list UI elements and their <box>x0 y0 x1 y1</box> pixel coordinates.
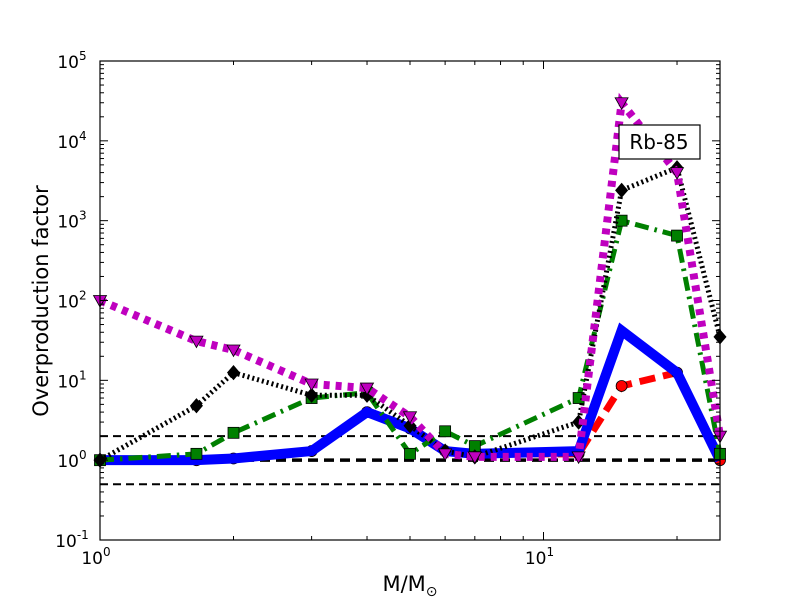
y-tick-label: 101 <box>57 368 86 392</box>
series-3-point-3 <box>305 387 319 403</box>
y-tick-label: 103 <box>57 209 86 233</box>
series-2-point-2 <box>227 426 240 439</box>
series-3-point-9 <box>615 182 629 198</box>
series-2-point-6 <box>439 425 452 438</box>
series-0-point-9 <box>615 380 628 392</box>
annotation-label: Rb-85 <box>629 130 688 154</box>
series-4-point-7 <box>467 451 482 465</box>
series-2-point-9 <box>615 214 628 227</box>
series-4-point-4 <box>359 382 375 396</box>
x-axis-label-sub: ⊙ <box>426 584 438 600</box>
axis-ticks <box>99 60 720 541</box>
series-4-point-10 <box>669 167 685 180</box>
x-tick-label: 101 <box>525 545 554 569</box>
y-tick-label: 105 <box>57 49 86 73</box>
y-tick-label: 10-1 <box>55 528 89 552</box>
series-2-point-1 <box>190 447 203 460</box>
y-tick-label: 100 <box>57 448 86 472</box>
series-layer <box>92 92 728 468</box>
series-2-point-10 <box>671 229 683 242</box>
series-4-point-8 <box>571 451 586 465</box>
y-tick-label: 102 <box>57 289 86 313</box>
x-axis-label: M/M⊙ <box>382 572 437 600</box>
series-4-point-5 <box>402 411 418 425</box>
y-axis-label: Overproduction factor <box>29 185 53 417</box>
series-4-point-6 <box>437 448 453 462</box>
series-4 <box>92 92 728 465</box>
series-4-line <box>98 92 724 461</box>
series-4-point-3 <box>304 378 319 392</box>
x-tick-label: 100 <box>81 545 110 569</box>
series-3-point-1 <box>189 398 203 414</box>
annotation-box: Rb-85 <box>618 124 701 160</box>
y-tick-label: 104 <box>57 129 86 153</box>
series-2-line <box>99 217 723 463</box>
x-axis-label-main: M/M <box>382 572 425 596</box>
series-3-point-2 <box>226 364 241 381</box>
series-4-point-9 <box>614 97 629 111</box>
series-4-point-1 <box>189 335 204 349</box>
series-4-point-2 <box>226 344 241 358</box>
series-2-point-5 <box>404 447 416 460</box>
